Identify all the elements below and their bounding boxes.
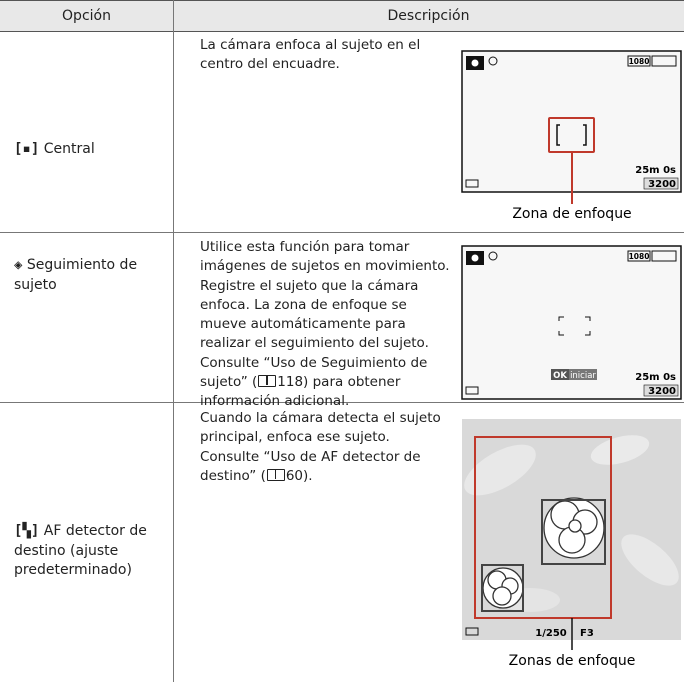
option-cell: ◈ Seguimiento de sujeto [14,257,138,293]
description-cell: La cámara enfoca al sujeto en el centro … [200,36,452,75]
screen-text: 1/250 [535,628,567,639]
screen-text: OK [553,371,567,381]
option-text: Seguimiento de sujeto [14,257,138,293]
screen-text: 25m 0s [635,165,676,176]
row-divider [0,232,684,233]
camera-screen: 1/250 F3 Zonas de enfoque [462,419,681,669]
description-text: Cuando la cámara detecta el sujeto princ… [200,410,441,484]
row-divider [0,402,684,403]
caption: Zona de enfoque [512,206,631,222]
option-text: Central [43,141,95,157]
description-cell: Utilice esta función para tomar imágenes… [200,238,452,412]
screen-text: iniciar [570,371,596,381]
description-text: Utilice esta función para tomar imágenes… [200,239,450,391]
option-cell: [▪] Central [14,141,95,157]
camera-screen: 1080 25m 0s 3200 Zona de enfoque [461,50,682,222]
column-divider [173,0,174,682]
screen-text: 3200 [648,179,676,190]
option-cell: [▚] AF detector de destino (ajuste prede… [14,523,147,578]
screen-text: 1080 [629,252,650,261]
camera-screen: 1080 OK iniciar 25m 0s 3200 [461,245,682,400]
page-icon [258,375,277,388]
table-header [0,0,684,32]
option-text: AF detector de destino (ajuste predeterm… [14,523,147,578]
caption: Zonas de enfoque [509,653,636,669]
header-cell: Descripción [387,8,470,24]
description-cell: Cuando la cámara detecta el sujeto princ… [200,409,452,486]
screen-text: 3200 [648,386,676,397]
screen-text: F3 [580,628,594,639]
screen-text: 1080 [629,57,650,66]
description-text: 60). [285,467,313,484]
header-cell: Opción [62,8,111,24]
page-icon [266,468,285,481]
screen-text: 25m 0s [635,372,676,383]
description-text: La cámara enfoca al sujeto en el centro … [200,37,421,73]
description-text: 118) para obtener información adicional. [200,374,401,410]
